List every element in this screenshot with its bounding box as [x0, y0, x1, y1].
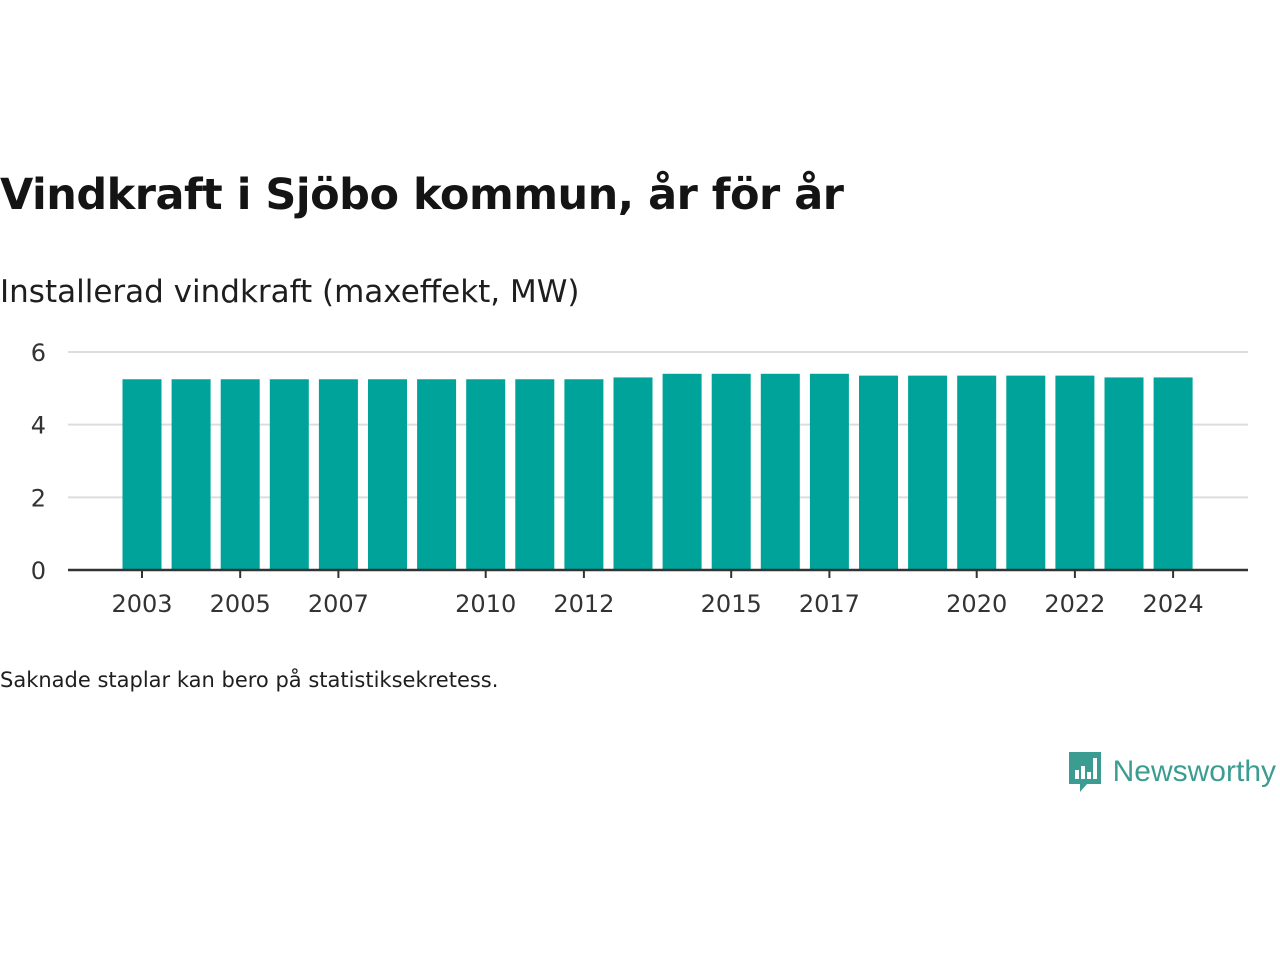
- bar-2009: [417, 379, 457, 570]
- brand-name: Newsworthy: [1112, 755, 1276, 788]
- bar-2018: [859, 375, 898, 570]
- bar-2019: [908, 375, 948, 570]
- bar-2008: [368, 379, 407, 570]
- bar-2020: [957, 375, 997, 570]
- bars: [122, 373, 1193, 570]
- bar-2022: [1055, 375, 1095, 570]
- x-tick-label: 2022: [1044, 590, 1105, 618]
- bar-2023: [1104, 377, 1144, 570]
- footnote: Saknade staplar kan bero på statistiksek…: [0, 668, 499, 692]
- bar-2003: [122, 379, 162, 570]
- bar-2010: [466, 379, 506, 570]
- x-tick-label: 2010: [455, 590, 516, 618]
- bar-2015: [711, 373, 751, 570]
- bar-2006: [269, 379, 309, 570]
- x-tick-label: 2015: [701, 590, 762, 618]
- bar-2007: [318, 379, 358, 570]
- newsworthy-logo: Newsworthy: [1067, 750, 1276, 794]
- y-tick-label: 4: [31, 412, 46, 440]
- x-tick-label: 2003: [111, 590, 172, 618]
- bar-2004: [171, 379, 211, 570]
- bar-2016: [760, 373, 800, 570]
- y-tick-label: 0: [31, 557, 46, 585]
- bar-2005: [220, 379, 260, 570]
- bar-2011: [515, 379, 555, 570]
- bar-2013: [613, 377, 653, 570]
- bar-2021: [1006, 375, 1046, 570]
- y-tick-label: 2: [31, 484, 46, 512]
- bar-2024: [1153, 377, 1193, 570]
- newsworthy-chart-bubble-icon: [1068, 752, 1101, 792]
- x-tick-label: 2005: [210, 590, 271, 618]
- x-tick-label: 2017: [799, 590, 860, 618]
- chart-subtitle: Installerad vindkraft (maxeffekt, MW): [0, 274, 580, 310]
- x-tick-label: 2012: [553, 590, 614, 618]
- bar-2012: [564, 379, 604, 570]
- x-axis-ticks: 2003 2005 2007 2010 2012 2015 2017 2020 2022 2024: [111, 570, 1204, 618]
- y-gridlines: [68, 351, 1248, 499]
- bar-2014: [662, 373, 702, 570]
- chart-title: Vindkraft i Sjöbo kommun, år för år: [0, 170, 844, 220]
- x-tick-label: 2007: [308, 590, 369, 618]
- x-tick-label: 2020: [946, 590, 1007, 618]
- bar-chart: 2003 2005 2007 2010 2012 2015 2017 2020 2022 2024…: [31, 339, 1248, 618]
- y-tick-label: 6: [31, 339, 46, 367]
- y-axis-ticks: 0 2 4 6: [31, 339, 46, 585]
- x-tick-label: 2024: [1143, 590, 1204, 618]
- bar-2017: [809, 373, 849, 570]
